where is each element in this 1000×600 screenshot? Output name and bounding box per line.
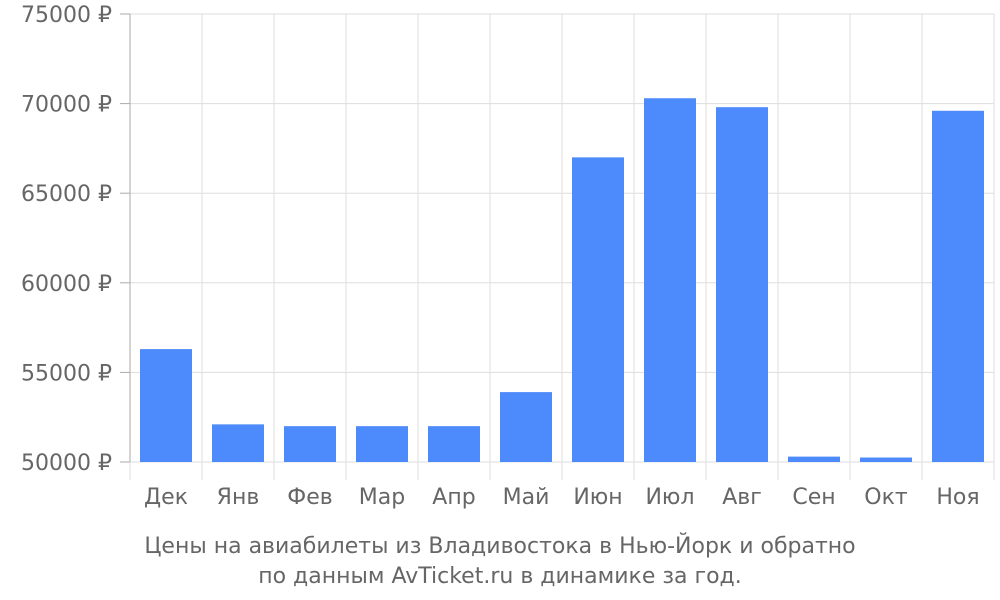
bar-8 bbox=[644, 98, 696, 462]
chart-caption-line-2: по данным AvTicket.ru в динамике за год. bbox=[258, 564, 742, 589]
x-tick-label: Июн bbox=[573, 485, 622, 510]
y-tick-label: 60000 ₽ bbox=[21, 272, 112, 297]
tick-labels: 50000 ₽ 55000 ₽ 60000 ₽ 65000 ₽ 70000 ₽ 75000… bbox=[21, 3, 980, 510]
x-tick-label: Апр bbox=[432, 485, 475, 510]
bar-chart: 50000 ₽ 55000 ₽ 60000 ₽ 65000 ₽ 70000 ₽ 75000… bbox=[21, 3, 995, 510]
bar-3 bbox=[284, 426, 336, 462]
x-tick-label: Фев bbox=[287, 485, 332, 510]
x-tick-label: Ноя bbox=[936, 485, 979, 510]
y-tick-label: 55000 ₽ bbox=[21, 361, 112, 386]
y-tick-label: 65000 ₽ bbox=[21, 182, 112, 207]
x-tick-label: Сен bbox=[792, 485, 835, 510]
grid-lines bbox=[130, 13, 995, 463]
y-tick-label: 75000 ₽ bbox=[21, 3, 112, 28]
x-tick-label: Май bbox=[503, 485, 550, 510]
bar-4 bbox=[356, 426, 408, 462]
x-tick-label: Дек bbox=[144, 485, 188, 510]
bar-11 bbox=[860, 457, 912, 462]
bar-2 bbox=[212, 424, 264, 462]
x-tick-label: Янв bbox=[217, 485, 260, 510]
x-tick-label: Авг bbox=[722, 485, 762, 510]
bar-9 bbox=[716, 107, 768, 463]
bar-6 bbox=[500, 392, 552, 462]
bar-7 bbox=[572, 157, 624, 463]
x-tick-label: Мар bbox=[359, 485, 405, 510]
bar-10 bbox=[788, 456, 840, 462]
y-tick-label: 50000 ₽ bbox=[21, 451, 112, 476]
bar-5 bbox=[428, 426, 480, 462]
y-tick-label: 70000 ₽ bbox=[21, 93, 112, 118]
x-tick-label: Окт bbox=[864, 485, 908, 510]
bar-1 bbox=[140, 349, 192, 462]
bar-12 bbox=[932, 110, 984, 462]
x-tick-label: Июл bbox=[645, 485, 694, 510]
bars bbox=[140, 98, 984, 463]
chart-caption-line-1: Цены на авиабилеты из Владивостока в Нью… bbox=[144, 534, 856, 559]
axes bbox=[120, 13, 995, 480]
